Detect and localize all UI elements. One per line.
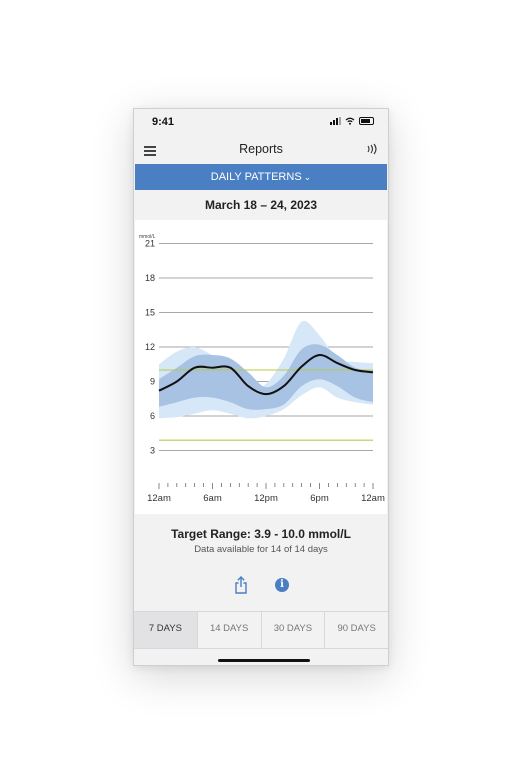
info-icon[interactable]: i xyxy=(275,578,289,592)
report-type-label: DAILY PATTERNS xyxy=(210,171,302,183)
tab-90-days[interactable]: 90 DAYS xyxy=(337,623,376,634)
y-tick-label: 18 xyxy=(145,273,155,283)
report-type-dropdown[interactable]: DAILY PATTERNS ⌄ xyxy=(135,164,387,190)
median-line xyxy=(158,354,374,396)
chevron-down-icon: ⌄ xyxy=(303,172,312,182)
target-info: Target Range: 3.9 - 10.0 mmol/L Data ava… xyxy=(134,527,388,555)
y-axis-unit-label: mmol/L xyxy=(139,234,156,240)
status-icons xyxy=(330,117,374,125)
y-tick-label: 9 xyxy=(150,377,155,387)
x-tick-label: 12pm xyxy=(254,493,278,504)
share-icon[interactable] xyxy=(234,576,248,594)
y-tick-label: 15 xyxy=(145,308,155,318)
y-tick-label: 3 xyxy=(150,446,155,456)
status-bar: 9:41 xyxy=(134,109,388,137)
page-title: Reports xyxy=(239,142,283,156)
nfc-icon[interactable] xyxy=(366,143,378,158)
x-tick-label: 6am xyxy=(203,493,222,504)
tab-7-days[interactable]: 7 DAYS xyxy=(134,612,198,648)
x-tick-label: 6pm xyxy=(310,493,329,504)
battery-icon xyxy=(359,117,374,125)
daily-patterns-chart: mmol/L 3 6 9 12 15 18 21 12am 6am 12pm 6pm 12am xyxy=(135,220,387,514)
home-indicator xyxy=(218,659,310,662)
y-tick-label: 12 xyxy=(145,342,155,352)
chart-svg: mmol/L 3 6 9 12 15 18 21 12am 6am 12pm 6pm 12am xyxy=(139,234,385,504)
data-available-text: Data available for 14 of 14 days xyxy=(194,544,328,555)
hamburger-icon[interactable] xyxy=(144,146,156,156)
x-tick-label: 12am xyxy=(147,493,171,504)
target-range-text: Target Range: 3.9 - 10.0 mmol/L xyxy=(171,527,351,541)
tab-30-days[interactable]: 30 DAYS xyxy=(262,612,326,648)
nav-bar: Reports xyxy=(134,137,388,165)
status-time: 9:41 xyxy=(152,116,175,128)
phone-frame: 9:41 Reports DAILY PATTERNS ⌄ March 18 – … xyxy=(133,108,389,666)
signal-icon xyxy=(330,117,341,125)
date-range: March 18 – 24, 2023 xyxy=(204,198,318,212)
inner-percentile-band xyxy=(159,344,373,410)
action-row: i xyxy=(134,576,388,596)
period-tabs: 7 DAYS 14 DAYS 30 DAYS 90 DAYS xyxy=(134,611,388,649)
y-tick-label: 6 xyxy=(150,411,155,421)
x-tick-label: 12am xyxy=(361,493,385,504)
y-tick-label: 21 xyxy=(145,239,155,249)
tab-14-days[interactable]: 14 DAYS xyxy=(198,612,262,648)
wifi-icon xyxy=(345,117,355,125)
